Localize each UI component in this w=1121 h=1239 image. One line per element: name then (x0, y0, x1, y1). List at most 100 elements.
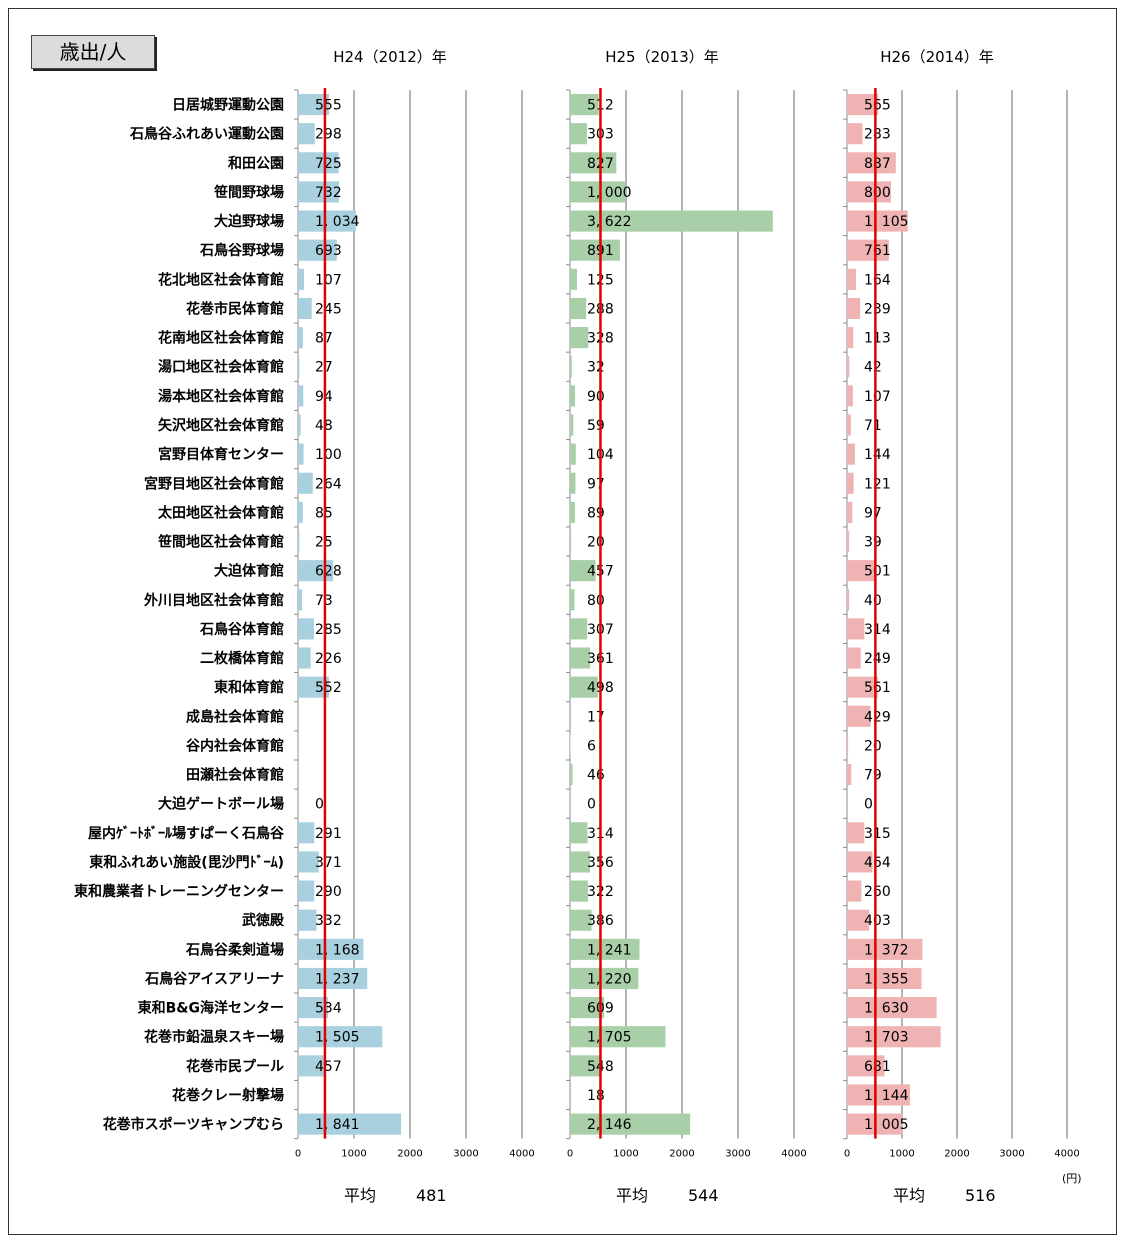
data-label: 1, 220 (587, 971, 632, 987)
data-label: 79 (864, 768, 882, 784)
bar (298, 210, 356, 232)
bar (847, 560, 875, 582)
bar (298, 1055, 324, 1077)
category-label: 宮野目地区社会体育館 (144, 475, 284, 492)
data-label: 113 (864, 331, 891, 347)
average-caption: 平均 (344, 1186, 376, 1205)
data-label: 1, 241 (587, 942, 632, 958)
x-tick-label: 4000 (1054, 1149, 1079, 1160)
x-tick-label: 3000 (453, 1149, 478, 1160)
data-label: 0 (864, 797, 873, 813)
data-label: 1, 105 (864, 214, 909, 230)
data-label: 164 (864, 272, 891, 288)
bar (847, 822, 865, 844)
bar (570, 530, 572, 553)
bar (298, 472, 313, 494)
bar (298, 909, 317, 931)
bar (847, 1026, 941, 1048)
average-caption: 平均 (893, 1186, 925, 1205)
bar (570, 851, 590, 873)
bar (847, 268, 857, 290)
data-label: 403 (864, 913, 891, 929)
data-label: 555 (315, 98, 342, 114)
data-label: 97 (587, 476, 605, 492)
bar (570, 472, 576, 494)
x-tick-label: 0 (567, 1149, 573, 1160)
data-label: 314 (864, 622, 891, 638)
data-label: 1, 144 (864, 1088, 909, 1104)
bar (570, 385, 576, 407)
x-tick-label: 2000 (669, 1149, 694, 1160)
category-label: 二枚橋体育館 (200, 650, 284, 667)
category-label: 屋内ｹﾞｰﾄﾎﾞｰﾙ場すぱーく石鳥谷 (88, 825, 285, 842)
data-label: 285 (315, 622, 342, 638)
bar (570, 356, 572, 378)
bar (298, 94, 330, 116)
x-tick-label: 1000 (613, 1149, 638, 1160)
data-label: 40 (864, 593, 882, 609)
x-tick-label: 3000 (725, 1149, 750, 1160)
data-label: 80 (587, 593, 605, 609)
bar (847, 239, 889, 261)
data-label: 144 (864, 447, 891, 463)
bar (847, 676, 878, 698)
data-label: 552 (315, 680, 342, 696)
average-value: 544 (688, 1186, 719, 1205)
series-title: H25（2013）年 (605, 48, 719, 66)
bar (847, 152, 896, 174)
category-label: 宮野目体育センター (158, 446, 284, 463)
chart-frame (8, 8, 1117, 1235)
bar (298, 123, 315, 145)
bar (570, 734, 571, 756)
bar (847, 472, 854, 494)
data-label: 3, 622 (587, 214, 632, 230)
data-label: 693 (315, 243, 342, 259)
data-label: 226 (315, 651, 342, 667)
data-label: 97 (864, 505, 882, 521)
bar (570, 909, 592, 931)
bar (847, 297, 861, 320)
data-label: 89 (587, 505, 605, 521)
data-label: 628 (315, 564, 342, 580)
bar (570, 589, 575, 611)
bar (298, 356, 300, 378)
bar (847, 1084, 910, 1106)
data-label: 59 (587, 418, 605, 434)
category-label: 石鳥谷ふれあい運動公園 (129, 126, 284, 143)
data-label: 0 (587, 797, 596, 813)
category-label: 花巻市民体育館 (186, 300, 284, 317)
bar (298, 1026, 383, 1048)
bar (298, 851, 319, 873)
data-label: 100 (315, 447, 342, 463)
bar (847, 356, 850, 378)
data-label: 283 (864, 127, 891, 143)
data-label: 1, 505 (315, 1030, 360, 1046)
bar (570, 443, 576, 465)
data-label: 1, 355 (864, 971, 909, 987)
data-label: 1, 237 (315, 971, 360, 987)
bar (847, 123, 863, 145)
bar (298, 938, 364, 960)
bar (298, 647, 311, 669)
data-label: 457 (315, 1059, 342, 1075)
bar (847, 530, 850, 553)
bar (298, 967, 368, 990)
x-tick-label: 1000 (341, 1149, 366, 1160)
bar (298, 676, 329, 698)
x-tick-label: 2000 (397, 1149, 422, 1160)
bar (298, 414, 301, 436)
data-label: 71 (864, 418, 882, 434)
bar (847, 327, 854, 349)
bar (847, 734, 849, 756)
series-title: H24（2012）年 (333, 48, 447, 66)
category-label: 大迫ゲートボール場 (158, 796, 284, 813)
data-label: 121 (864, 476, 891, 492)
x-tick-label: 1000 (889, 1149, 914, 1160)
bar (570, 239, 620, 261)
bar (847, 909, 870, 931)
category-label: 花巻市鉛温泉スキー場 (144, 1029, 284, 1046)
category-label: 花巻クレー射撃場 (172, 1087, 284, 1104)
data-label: 260 (864, 884, 891, 900)
bar (298, 880, 315, 902)
